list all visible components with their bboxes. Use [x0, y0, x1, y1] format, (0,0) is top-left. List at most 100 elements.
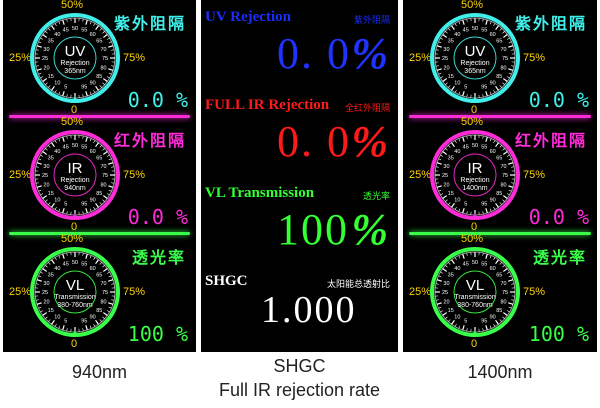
dial-number: 30	[43, 47, 49, 53]
caption-940nm: 940nm	[71, 362, 128, 382]
vl-dial: 5 10 15 20 25 30 35 40 45 50 55 60 65 70 75 80 85 90 95 VL T…	[429, 246, 525, 342]
vl-value: 100 %	[528, 322, 589, 346]
ir-line2: 940nm	[64, 185, 86, 192]
dial-number: 30	[43, 164, 49, 170]
vl-gauge-section: 50% 25% 75% 0 5 10 15 20 25 30 35 40 45 50 55 60 65 70 75 8…	[3, 232, 196, 351]
dial-number: 90	[90, 314, 96, 320]
dial-number: 50	[472, 143, 478, 149]
caption-shgc: SHGC	[273, 356, 326, 376]
vl-value: 100 %	[127, 322, 188, 346]
dial-number: 90	[490, 80, 496, 86]
uv-value: 0.0 %	[127, 88, 188, 112]
dial-number: 95	[481, 319, 487, 325]
dial-number: 65	[496, 273, 502, 279]
dial-number: 70	[100, 47, 106, 53]
dial-number: 75	[102, 290, 108, 296]
uv-cn-label: 紫外阻隔	[514, 14, 587, 33]
vl-line2: 380-760nm	[457, 302, 493, 309]
caption-1400nm: 1400nm	[467, 362, 533, 382]
ir-line2: 1400nm	[462, 185, 487, 192]
dial-number: 85	[496, 308, 502, 314]
dial-number: 80	[100, 182, 106, 188]
dial-number: 10	[454, 80, 460, 86]
dial-number: 25	[442, 290, 448, 296]
dial-number: 70	[100, 281, 106, 287]
dial-number: 50	[472, 260, 478, 266]
dial-number: 45	[463, 28, 469, 34]
uv-dial: 5 10 15 20 25 30 35 40 45 50 55 60 65 70 75 80 85 90 95 UV R…	[29, 12, 125, 108]
ir-line1: Rejection	[460, 177, 489, 184]
uv-abbr: UV	[465, 43, 486, 60]
dial-number: 10	[54, 80, 60, 86]
dial-number: 80	[500, 299, 506, 305]
dial-number: 70	[500, 281, 506, 287]
dial-number: 5	[64, 319, 67, 325]
dial-number: 20	[43, 65, 49, 71]
dial-number: 75	[502, 173, 508, 179]
vl-cn-label: 透光率	[131, 248, 186, 267]
dial-number: 85	[496, 74, 502, 80]
gauge-left-mark: 25%	[409, 169, 432, 181]
dial-number: 85	[96, 308, 102, 314]
ir-gauge-section: 50% 25% 75% 0 5 10 15 20 25 30 35 40 45 50 55 60 65 70 75 8…	[3, 115, 196, 234]
gauge-top-mark: 50%	[61, 233, 84, 245]
dial-number: 45	[463, 262, 469, 268]
uv-gauge-section: 50% 25% 75% 0 5 10 15 20 25 30 35 40 45 50 55 60 65 70 75 8…	[403, 0, 597, 117]
dial-number: 45	[63, 145, 69, 151]
dial-number: 15	[48, 74, 54, 80]
gauge-top-mark: 50%	[461, 116, 484, 128]
uv-gauge-section: 50% 25% 75% 0 5 10 15 20 25 30 35 40 45 50 55 60 65 70 75 8…	[3, 0, 196, 117]
shgc-cn-label: 太阳能总透射比	[326, 280, 390, 290]
dial-number: 40	[54, 266, 60, 272]
dial-number: 10	[454, 314, 460, 320]
gauge-top-mark: 50%	[461, 233, 484, 245]
ir-gauge-section: 50% 25% 75% 0 5 10 15 20 25 30 35 40 45 50 55 60 65 70 75 8…	[403, 115, 597, 234]
dial-number: 10	[54, 314, 60, 320]
uv-cn-label: 紫外阻隔	[113, 14, 186, 33]
dial-number: 80	[100, 299, 106, 305]
dial-number: 15	[448, 74, 454, 80]
dial-number: 20	[443, 65, 449, 71]
section-divider	[409, 115, 591, 118]
uv-line2: 365nm	[464, 68, 486, 75]
gauge-bottom-mark: 0	[71, 104, 78, 116]
dial-number: 85	[96, 74, 102, 80]
dial-number: 45	[63, 28, 69, 34]
uv-line1: Rejection	[460, 60, 489, 67]
dial-number: 75	[102, 56, 108, 62]
shgc-readout: SHGC 太阳能总透射比 1.000	[201, 264, 398, 352]
dial-number: 5	[464, 202, 467, 208]
dial-number: 80	[100, 65, 106, 71]
dial-number: 90	[90, 80, 96, 86]
dial-number: 40	[454, 266, 460, 272]
vl-percent-sign: %	[351, 205, 388, 254]
dial-number: 60	[490, 266, 496, 272]
gauge-bottom-mark: 0	[71, 221, 78, 233]
dial-number: 90	[90, 197, 96, 203]
dial-number: 25	[442, 56, 448, 62]
ir-dial: 5 10 15 20 25 30 35 40 45 50 55 60 65 70 75 80 85 90 95 IR R…	[29, 129, 125, 225]
ir-dial: 5 10 15 20 25 30 35 40 45 50 55 60 65 70 75 80 85 90 95 IR R…	[429, 129, 525, 225]
dial-number: 35	[48, 156, 54, 162]
dial-number: 60	[90, 149, 96, 155]
dial-number: 15	[48, 308, 54, 314]
dial-number: 55	[81, 28, 87, 34]
ir-cn-label: 红外阻隔	[514, 131, 587, 150]
right-panel-1400nm: 50% 25% 75% 0 5 10 15 20 25 30 35 40 45 50 55 60 65 70 75 8…	[403, 0, 597, 352]
dial-number: 35	[48, 273, 54, 279]
ir-abbr: IR	[468, 160, 483, 177]
uv-abbr: UV	[65, 43, 86, 60]
dial-number: 95	[481, 85, 487, 91]
dial-number: 85	[496, 191, 502, 197]
dial-number: 40	[454, 32, 460, 38]
dial-number: 35	[448, 156, 454, 162]
dial-number: 85	[96, 191, 102, 197]
dial-number: 25	[42, 173, 48, 179]
dial-number: 65	[496, 39, 502, 45]
dial-number: 5	[64, 202, 67, 208]
ir-value: 0. 0	[277, 117, 351, 166]
dial-number: 35	[448, 273, 454, 279]
